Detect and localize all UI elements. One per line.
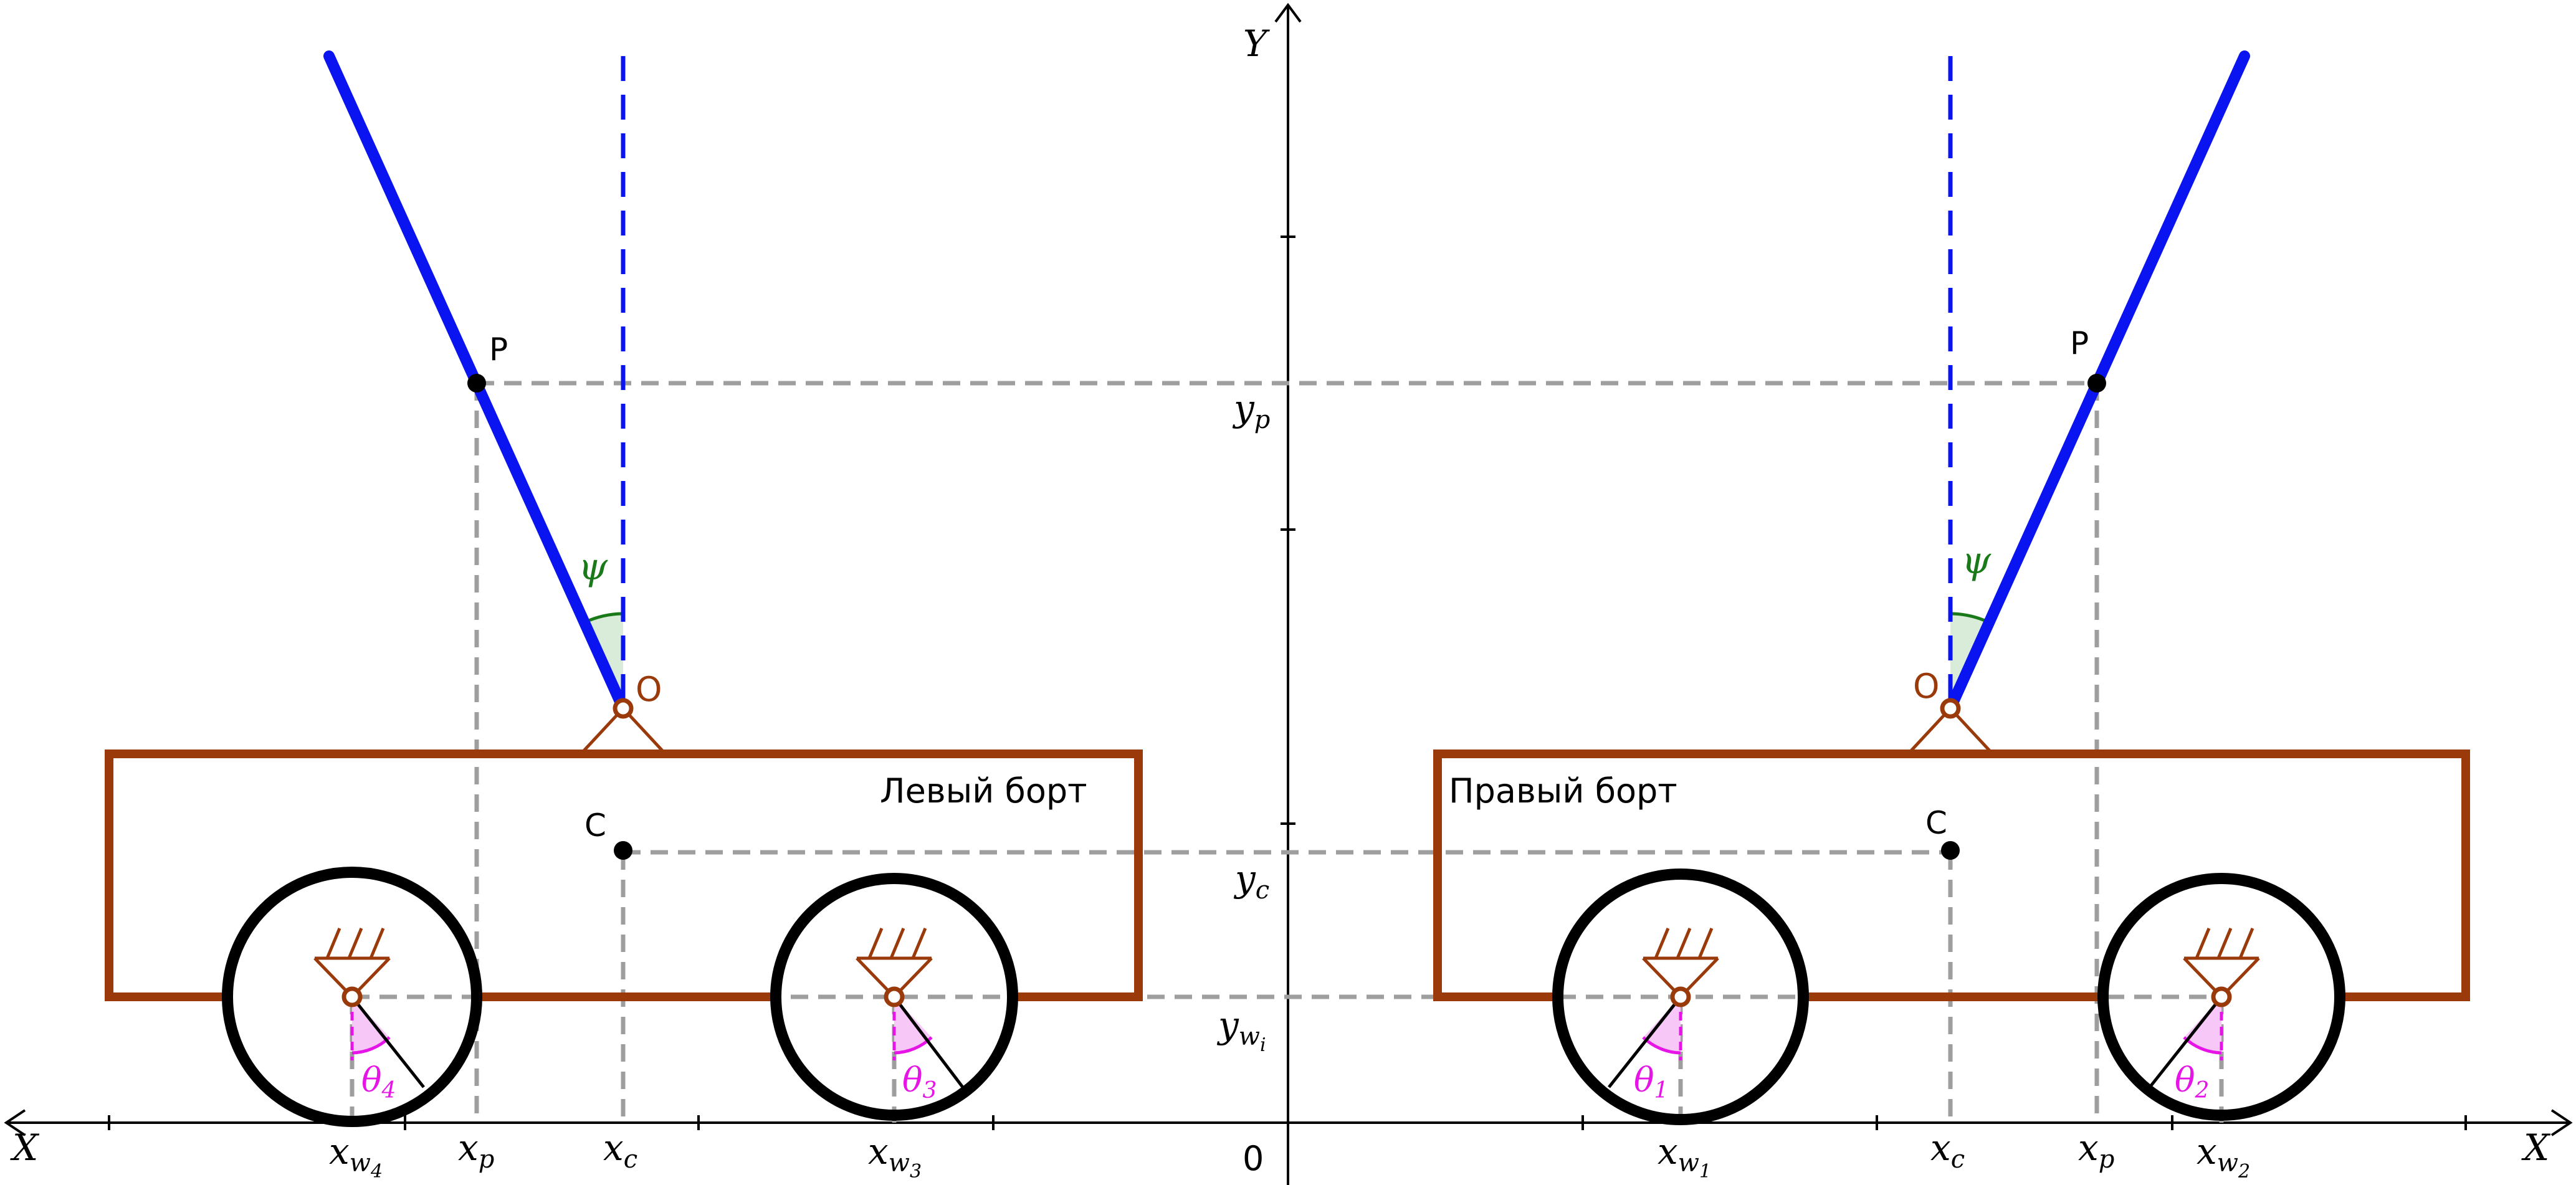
left-wheel-rear-hub [341, 986, 363, 1007]
right-wheel-rear-hub [1670, 986, 1691, 1007]
x-axis-left-label: X [10, 1126, 40, 1169]
left-point-C [614, 841, 632, 860]
left-point-P-label: P [489, 331, 508, 368]
right-wheel-rear-spoke [1608, 996, 1682, 1088]
left-x-p-label: xp [458, 1126, 494, 1174]
right-cart-body [1433, 750, 2470, 1001]
right-point-C-label: C [1925, 805, 1947, 841]
left-wheel-rear-spoke [351, 996, 425, 1088]
theta3-label: θ3 [902, 1060, 937, 1103]
y-c-label: yc [1233, 857, 1269, 905]
left-wheel-front [770, 873, 1018, 1121]
x-w4-label: xw4 [329, 1130, 383, 1183]
left-pivot-O [613, 698, 634, 719]
x-w2-label: xw2 [2197, 1130, 2250, 1183]
left-wheel-front-spoke [893, 996, 964, 1088]
right-side-label: Правый борт [1449, 771, 1677, 811]
right-psi-label: ψ [1962, 539, 1992, 583]
right-x-c-label: xc [1930, 1126, 1965, 1174]
left-wheel-front-hub [884, 986, 905, 1007]
left-wheel-rear [222, 867, 482, 1127]
left-side-label: Левый борт [880, 771, 1087, 811]
left-cart-body [105, 750, 1143, 1001]
left-point-C-label: C [584, 807, 606, 844]
right-x-p-label: xp [2078, 1126, 2114, 1174]
right-point-P-label: P [2070, 325, 2089, 361]
right-cart [1433, 50, 2470, 1125]
right-point-P [2087, 374, 2106, 393]
y-w-label: ywi [1216, 1004, 1266, 1056]
left-pivot-O-label: O [636, 670, 662, 709]
left-cart [105, 50, 1143, 1127]
y-axis [1274, 2, 1302, 1185]
y-p-label: yp [1232, 387, 1270, 434]
right-wheel-front-hub [2211, 986, 2232, 1007]
left-x-c-label: xc [603, 1126, 637, 1174]
left-point-P [467, 374, 486, 393]
right-wheel-rear [1552, 869, 1809, 1125]
y-axis-label: Y [1243, 22, 1270, 65]
right-point-C [1941, 841, 1960, 860]
right-pivot-O [1940, 698, 1961, 719]
origin-label: 0 [1243, 1139, 1264, 1178]
x-w3-label: xw3 [868, 1130, 922, 1183]
theta4-label: θ4 [361, 1060, 396, 1103]
right-pivot-O-label: O [1913, 667, 1940, 706]
theta1-label: θ1 [1634, 1060, 1668, 1103]
theta2-label: θ2 [2175, 1060, 2209, 1103]
x-axis-right-label: X [2521, 1126, 2551, 1169]
right-wheel-front [2097, 873, 2345, 1121]
right-wheel-front-spoke [2149, 996, 2223, 1088]
left-psi-label: ψ [578, 545, 608, 589]
x-w1-label: xw1 [1658, 1130, 1711, 1183]
